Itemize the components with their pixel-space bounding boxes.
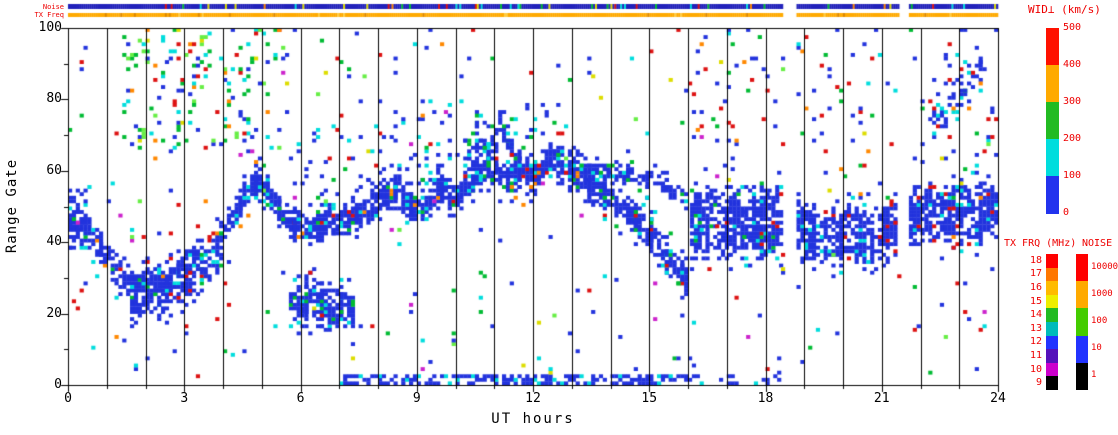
txfrq-colorbar-segment bbox=[1046, 308, 1058, 323]
noise-colorbar-tick: 10 bbox=[1091, 343, 1102, 354]
wid-colorbar-segment bbox=[1046, 28, 1059, 66]
y-tick-label: 100 bbox=[38, 20, 62, 35]
txfrq-colorbar-tick: 9 bbox=[1035, 377, 1042, 389]
noise-colorbar-tick: 100 bbox=[1091, 316, 1108, 326]
wid-colorbar-tick: 100 bbox=[1063, 170, 1082, 181]
y-tick-label: 20 bbox=[46, 305, 62, 321]
x-tick-label: 18 bbox=[757, 391, 774, 406]
y-tick-label: 80 bbox=[46, 91, 62, 107]
noise-colorbar-tick: 1000 bbox=[1091, 288, 1113, 299]
wid-colorbar-title: WID⊥ (km/s) bbox=[1028, 3, 1101, 16]
txfrq-colorbar-segment bbox=[1046, 362, 1058, 377]
noise-colorbar-segment bbox=[1076, 362, 1088, 391]
x-tick-label: 12 bbox=[525, 391, 541, 406]
txfrq-colorbar-segment bbox=[1046, 349, 1058, 364]
x-tick-label: 24 bbox=[990, 391, 1006, 406]
txfrq-colorbar-tick: 14 bbox=[1029, 309, 1042, 321]
noise-colorbar-segment bbox=[1076, 308, 1088, 337]
noise-colorbar-segment bbox=[1076, 281, 1088, 309]
x-tick-label: 21 bbox=[873, 391, 890, 406]
wid-colorbar-tick: 500 bbox=[1063, 22, 1082, 33]
txfrq-colorbar-tick: 17 bbox=[1029, 268, 1042, 280]
wid-colorbar-tick: 400 bbox=[1063, 59, 1082, 70]
txfrq-colorbar-tick: 16 bbox=[1029, 282, 1042, 293]
x-tick-label: 6 bbox=[296, 391, 305, 406]
x-tick-label: 0 bbox=[64, 391, 72, 406]
txfrq-colorbar-tick: 10 bbox=[1029, 363, 1042, 375]
noise-colorbar-tick: 10000 bbox=[1091, 261, 1118, 272]
y-tick-label: 0 bbox=[54, 377, 62, 392]
txfrq-colorbar-tick: 13 bbox=[1029, 322, 1042, 334]
wid-colorbar-tick: 0 bbox=[1063, 207, 1070, 218]
txfrq-colorbar-segment bbox=[1046, 254, 1058, 269]
y-tick-label: 60 bbox=[46, 162, 62, 178]
txfrq-colorbar-tick: 12 bbox=[1029, 336, 1042, 348]
wid-colorbar-tick: 200 bbox=[1063, 133, 1082, 144]
y-tick-label: 40 bbox=[46, 234, 62, 250]
txfrq-colorbar-segment bbox=[1046, 294, 1058, 309]
x-tick-label: 15 bbox=[641, 391, 658, 406]
txfrq-colorbar-segment bbox=[1046, 322, 1058, 337]
wid-colorbar-tick: 300 bbox=[1063, 96, 1082, 107]
noise-colorbar-segment bbox=[1076, 335, 1088, 364]
txfrq-colorbar-tick: 15 bbox=[1029, 295, 1042, 307]
x-tick-label: 9 bbox=[412, 391, 421, 406]
noise-colorbar-segment bbox=[1076, 254, 1088, 282]
txfrq-colorbar-segment bbox=[1046, 267, 1058, 282]
x-tick-label: 3 bbox=[180, 391, 189, 406]
x-axis-title: UT hours bbox=[491, 411, 575, 427]
wid-colorbar-segment bbox=[1046, 176, 1059, 214]
txfrq-colorbar-segment bbox=[1046, 335, 1058, 350]
txfreq-strip-label: TX Freq bbox=[34, 11, 64, 19]
txfrq-colorbar-tick: 18 bbox=[1029, 254, 1042, 266]
noise-colorbar-tick: 1 bbox=[1091, 370, 1097, 381]
wid-colorbar-segment bbox=[1046, 139, 1059, 177]
noise-colorbar-title: NOISE bbox=[1082, 238, 1113, 249]
txfrq-colorbar-segment bbox=[1046, 281, 1058, 296]
txfrq-colorbar-title: TX FRQ (MHz) bbox=[1004, 238, 1077, 249]
wid-colorbar-segment bbox=[1046, 102, 1059, 140]
wid-colorbar-segment bbox=[1046, 65, 1059, 103]
txfrq-colorbar-segment bbox=[1046, 376, 1058, 391]
noise-strip-label: Noise bbox=[42, 3, 64, 11]
txfrq-colorbar-tick: 11 bbox=[1029, 350, 1042, 361]
